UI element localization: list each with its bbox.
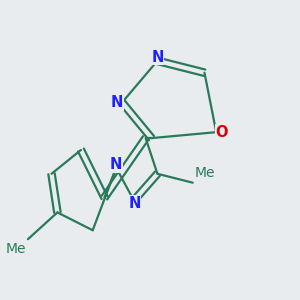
Text: O: O [215,125,228,140]
Text: N: N [128,196,141,211]
Text: N: N [110,158,122,172]
Text: N: N [151,50,164,65]
Text: N: N [111,95,123,110]
Text: Me: Me [194,166,215,180]
Text: Me: Me [6,242,26,256]
